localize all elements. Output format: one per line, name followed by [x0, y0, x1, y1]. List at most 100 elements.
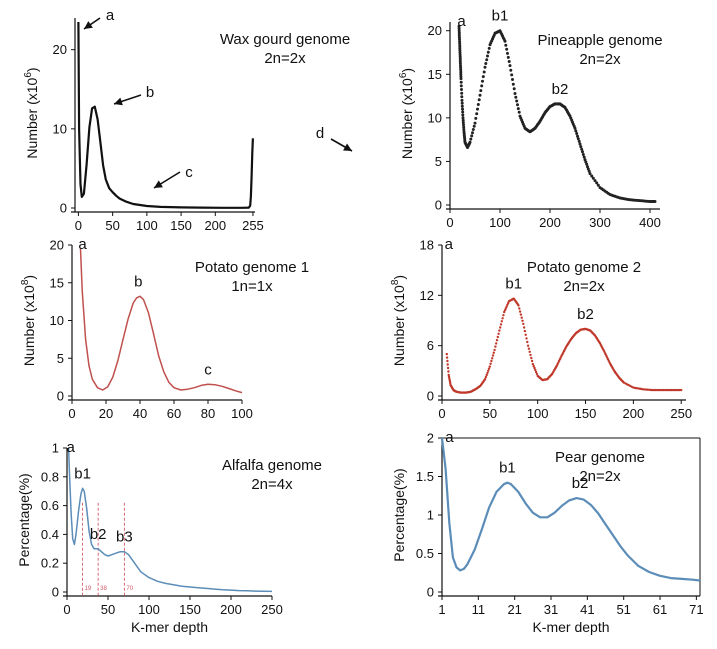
- data-point: [458, 44, 462, 48]
- data-point: [475, 112, 479, 116]
- annotation-label: a: [457, 13, 466, 30]
- data-point: [460, 95, 464, 99]
- chart-title-line: 1n=1x: [231, 278, 273, 295]
- annotation-label: b3: [116, 529, 133, 546]
- chart-wax: 0 50 100 150 200 255 0 10 20 Number (x106) Wax gou…: [23, 7, 353, 233]
- data-point: [514, 95, 518, 99]
- data-point: [526, 344, 530, 347]
- data-point: [500, 320, 503, 323]
- data-point: [516, 107, 520, 111]
- data-point: [446, 366, 450, 370]
- data-point: [529, 353, 532, 357]
- x-tick-label: 100: [231, 406, 253, 421]
- y-tick-label: 15: [50, 275, 64, 290]
- x-tick-label: 51: [616, 602, 630, 617]
- x-tick-label: 11: [472, 602, 486, 617]
- y-tick-label: 0: [52, 585, 59, 600]
- data-point: [506, 303, 509, 306]
- y-tick-label: 5: [435, 154, 442, 169]
- x-tick-label: 60: [167, 406, 181, 421]
- data-point: [530, 356, 533, 360]
- data-point: [518, 307, 521, 310]
- data-point: [457, 31, 461, 35]
- data-point: [477, 98, 481, 102]
- data-point: [458, 40, 462, 44]
- chart-pot2: 0 50 100 150 200 250 0 6 12 18 Number (x108) Potato…: [390, 236, 692, 421]
- data-point: [446, 363, 449, 366]
- x-tick-label: 0: [446, 215, 453, 230]
- y-tick-label: 20: [428, 23, 442, 38]
- annotation-arrowhead: [154, 180, 163, 188]
- chart-title-line: Pear genome: [555, 449, 645, 466]
- y-tick-label: 1: [427, 508, 434, 523]
- data-point: [461, 116, 465, 120]
- data-point: [487, 46, 491, 50]
- data-point: [504, 43, 508, 47]
- data-point: [491, 354, 495, 357]
- chart-title-line: Potato genome 2: [527, 259, 641, 276]
- data-point: [531, 362, 535, 366]
- annotation-label: a: [66, 439, 75, 456]
- data-point: [520, 316, 523, 319]
- annotation-label: b1: [505, 276, 522, 293]
- data-point: [458, 51, 462, 54]
- y-tick-label: 0.8: [41, 469, 59, 484]
- x-tick-label: 41: [580, 602, 594, 617]
- data-point: [457, 29, 461, 33]
- data-point: [459, 70, 463, 74]
- data-point: [499, 326, 502, 329]
- data-point: [493, 348, 496, 352]
- data-point: [584, 160, 588, 164]
- data-point: [579, 145, 583, 149]
- chart-title-line: Wax gourd genome: [220, 31, 350, 48]
- y-tick-label: 0: [60, 201, 67, 216]
- annotation-arrowhead: [343, 143, 352, 151]
- data-point: [523, 329, 527, 333]
- data-point: [503, 310, 506, 314]
- chart-title-line: 2n=2x: [563, 278, 605, 295]
- y-axis-exponent: 8: [20, 279, 31, 285]
- y-tick-label: 0.4: [41, 527, 59, 542]
- data-point: [590, 174, 594, 178]
- data-point: [591, 176, 595, 180]
- data-point: [484, 375, 488, 379]
- series-line: [79, 248, 243, 394]
- x-tick-label: 0: [63, 602, 70, 617]
- data-point: [458, 61, 462, 65]
- data-point: [478, 93, 482, 97]
- y-axis-exponent: 6: [23, 72, 34, 78]
- data-point: [581, 153, 585, 156]
- y-axis-label-text: Number (x10: [391, 285, 407, 366]
- data-point: [459, 80, 463, 84]
- x-tick-label: 100: [489, 215, 511, 230]
- chart-title-line: Pineapple genome: [537, 32, 662, 49]
- annotation-label: c: [185, 164, 193, 181]
- data-point: [507, 60, 511, 63]
- y-tick-label: 15: [428, 67, 442, 82]
- y-axis-label: Percentage(%): [391, 468, 407, 561]
- data-point: [471, 131, 474, 135]
- x-tick-label: 31: [544, 602, 558, 617]
- data-point: [462, 128, 466, 131]
- data-point: [526, 340, 529, 344]
- annotation-label: a: [445, 236, 454, 253]
- data-point: [506, 55, 510, 59]
- annotation-arrowhead: [84, 21, 93, 29]
- data-point: [489, 362, 492, 365]
- data-point: [511, 82, 515, 86]
- y-tick-label: 0: [435, 198, 442, 213]
- data-point: [446, 359, 449, 363]
- data-point: [501, 317, 504, 320]
- x-tick-label: 50: [483, 406, 497, 421]
- data-point: [586, 165, 589, 169]
- chart-pine: 0 100 200 300 400 0 5 10 15 20 Number (x106) Pineap…: [398, 8, 663, 230]
- chart-pear: 1 11 21 31 41 51 61 7100.511.52Percentage(%)K-m…: [391, 429, 704, 635]
- x-tick-label: 200: [204, 218, 226, 233]
- data-point: [460, 91, 464, 95]
- data-point: [459, 68, 463, 72]
- data-point: [481, 79, 484, 83]
- data-point: [498, 329, 501, 332]
- data-point: [496, 335, 499, 339]
- data-point: [593, 179, 597, 183]
